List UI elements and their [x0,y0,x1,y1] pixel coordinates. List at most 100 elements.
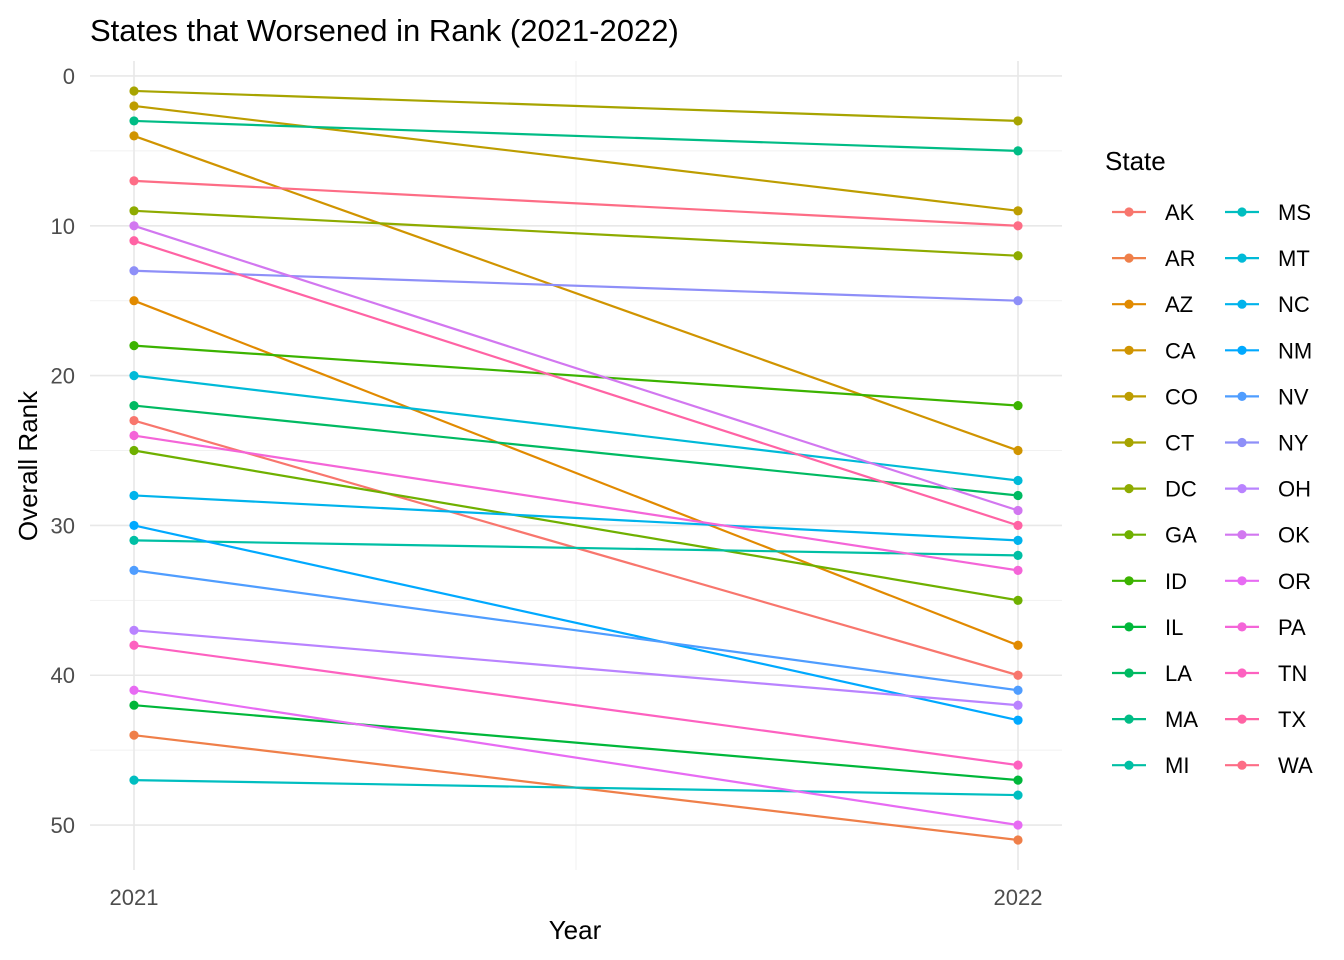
legend-key-point [1124,760,1134,770]
legend-label: TN [1278,661,1307,686]
series-line [133,539,1019,557]
legend-item-tx: TX [1225,707,1306,732]
series-la [129,400,1023,501]
series-line [133,104,1019,212]
series-ms [129,775,1023,800]
legend-key-point [1124,207,1134,217]
series-line [133,449,1019,602]
series-tn [129,640,1023,770]
data-point [1013,565,1023,575]
series-line [133,704,1019,782]
series-co [129,101,1023,216]
series-ga [129,445,1023,605]
legend-label: DC [1165,477,1197,502]
series-line [133,779,1019,797]
data-point [129,520,139,531]
series-line [133,524,1019,722]
legend-item-ga: GA [1112,523,1197,548]
legend-label: TX [1278,707,1306,732]
series-line [133,89,1019,123]
legend-label: AK [1165,200,1195,225]
legend: State AK AR AZ CA CO CT DC GA ID IL LA MA MI MS MT NC NM… [1105,146,1313,778]
x-axis-label: Year [549,915,602,945]
data-point [1013,715,1023,725]
legend-label: OR [1278,569,1311,594]
legend-title: State [1105,146,1166,176]
data-point [1013,550,1023,560]
x-tick-label: 2021 [110,885,159,910]
legend-key-point [1124,437,1134,448]
data-point [129,535,139,546]
legend-item-ca: CA [1112,338,1196,363]
legend-key-point [1124,484,1134,494]
data-point [1013,700,1023,710]
legend-item-dc: DC [1112,477,1197,502]
legend-item-az: AZ [1112,292,1193,317]
series-pa [129,430,1023,575]
legend-key-point [1237,207,1247,217]
data-point [1013,835,1023,845]
legend-key-point [1237,345,1247,355]
series-id [129,341,1023,411]
data-point [129,400,139,411]
series-line [133,209,1019,257]
data-point [129,445,139,456]
legend-label: NM [1278,338,1312,363]
legend-item-mi: MI [1112,753,1189,778]
data-point [1013,820,1023,830]
legend-item-nv: NV [1225,384,1309,409]
legend-key-point [1237,437,1247,448]
legend-label: MI [1165,753,1189,778]
data-point [1013,490,1023,501]
legend-item-id: ID [1112,569,1187,594]
legend-key-point [1124,345,1134,355]
legend-label: CO [1165,384,1198,409]
legend-label: NV [1278,384,1309,409]
data-point [129,685,139,695]
series-line [133,434,1019,572]
legend-item-nc: NC [1225,292,1310,317]
series-tx [129,236,1023,531]
data-point [129,86,139,96]
data-point [1013,146,1023,156]
legend-key-point [1124,622,1134,632]
legend-key-point [1237,714,1247,724]
legend-key-point [1237,668,1247,678]
legend-key-point [1124,530,1134,540]
data-point [129,221,139,231]
data-point [129,116,139,126]
legend-key-point [1237,622,1247,632]
data-point [1013,535,1023,546]
data-point [129,341,139,351]
legend-key-point [1124,714,1134,724]
data-point [1013,520,1023,531]
data-point [1013,685,1023,695]
series-line [133,119,1019,152]
data-point [1013,116,1023,126]
data-point [1013,775,1023,785]
legend-item-ma: MA [1112,707,1198,732]
data-point [129,101,139,111]
data-point [129,296,139,306]
legend-item-co: CO [1112,384,1198,409]
y-tick-label: 50 [51,813,75,838]
legend-key-point [1237,530,1247,540]
data-point [129,700,139,710]
legend-label: NC [1278,292,1310,317]
legend-label: MT [1278,246,1310,271]
legend-key-point [1124,299,1134,309]
legend-item-la: LA [1112,661,1192,686]
series-ok [129,221,1023,516]
data-point [129,430,139,441]
legend-label: CA [1165,338,1196,363]
series-mi [129,535,1023,560]
legend-item-ct: CT [1112,431,1194,456]
series-nc [129,490,1023,546]
legend-key-point [1124,253,1134,263]
data-point [129,775,139,785]
data-point [129,371,139,381]
plot-panel [90,61,1062,870]
x-axis-ticks: 2021 2022 [110,885,1043,910]
series-line [133,644,1019,767]
